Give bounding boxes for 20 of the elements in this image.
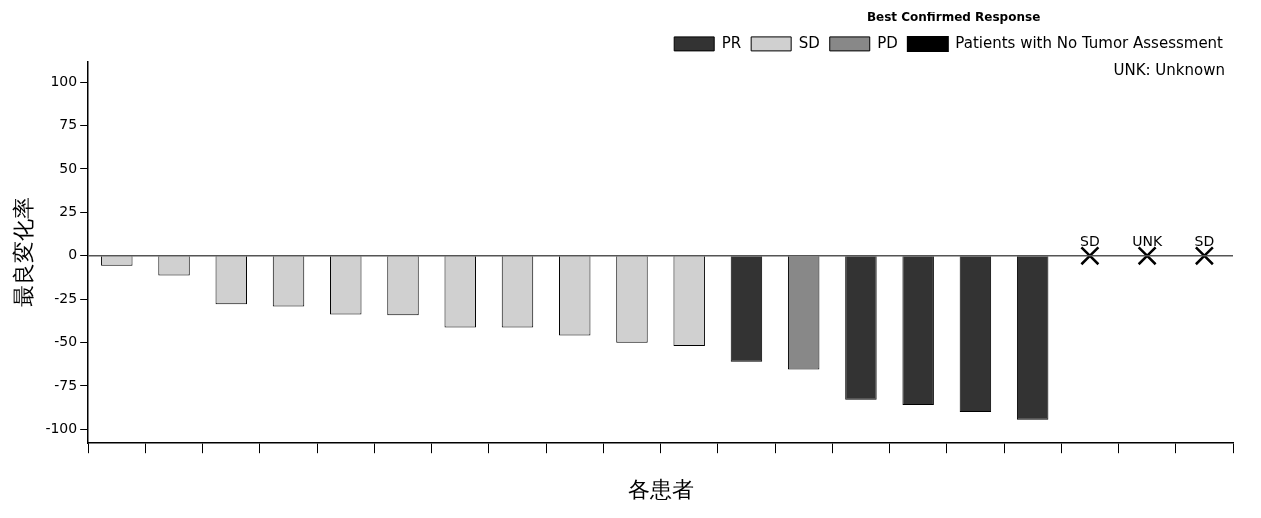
y-tick-label: -75 [54, 376, 78, 393]
annotation: UNK: Unknown [1113, 60, 1225, 79]
legend-title: Best Confirmed Response [866, 10, 1041, 25]
y-axis-title: 最良変化率 [10, 197, 36, 308]
y-tick-label: 0 [68, 246, 78, 263]
y-tick-label: -25 [54, 289, 78, 306]
legend-label: PD [877, 33, 898, 52]
data-label: SD [1194, 233, 1215, 250]
y-tick-label: 75 [59, 116, 78, 133]
y-tick-label: -50 [54, 333, 78, 350]
y-tick-label: 100 [50, 72, 78, 89]
data-label: UNK [1132, 233, 1163, 250]
legend-label: Patients with No Tumor Assessment [955, 33, 1224, 52]
y-tick-label: 50 [59, 159, 78, 176]
legend-label: PR [721, 33, 742, 52]
data-label: SD [1080, 233, 1100, 250]
y-tick-label: 25 [59, 203, 78, 220]
legend-label: SD [798, 33, 820, 52]
y-tick-label: -100 [45, 419, 78, 436]
x-axis-title: 各患者 [627, 476, 694, 502]
